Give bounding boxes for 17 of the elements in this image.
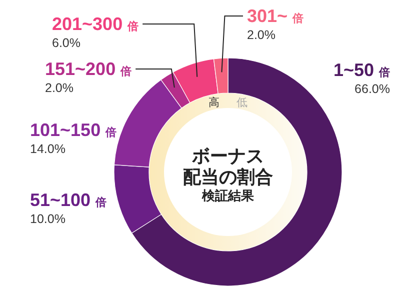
text: 配当の割合 [183,167,273,187]
slice-label: 151~200 倍 [45,59,132,79]
data-label: 10.0% [30,212,66,226]
data-label: 2.0% [45,81,74,95]
text: ボーナス [191,146,264,166]
data-label: 66.0% [354,82,390,96]
text: 検証結果 [201,188,255,203]
data-label: 2.0% [247,28,276,42]
slice-label: 51~100 倍 [30,190,107,210]
slice-label: 301~ 倍 [247,6,304,26]
data-label: 14.0% [30,142,66,156]
slice-label: 201~300 倍 [52,14,139,34]
slice-label: 1~50 倍 [333,60,390,80]
data-label: 6.0% [52,36,80,50]
slice-label: 101~150 倍 [30,120,117,140]
text: 低 [236,97,248,109]
text: 高 [208,96,220,109]
